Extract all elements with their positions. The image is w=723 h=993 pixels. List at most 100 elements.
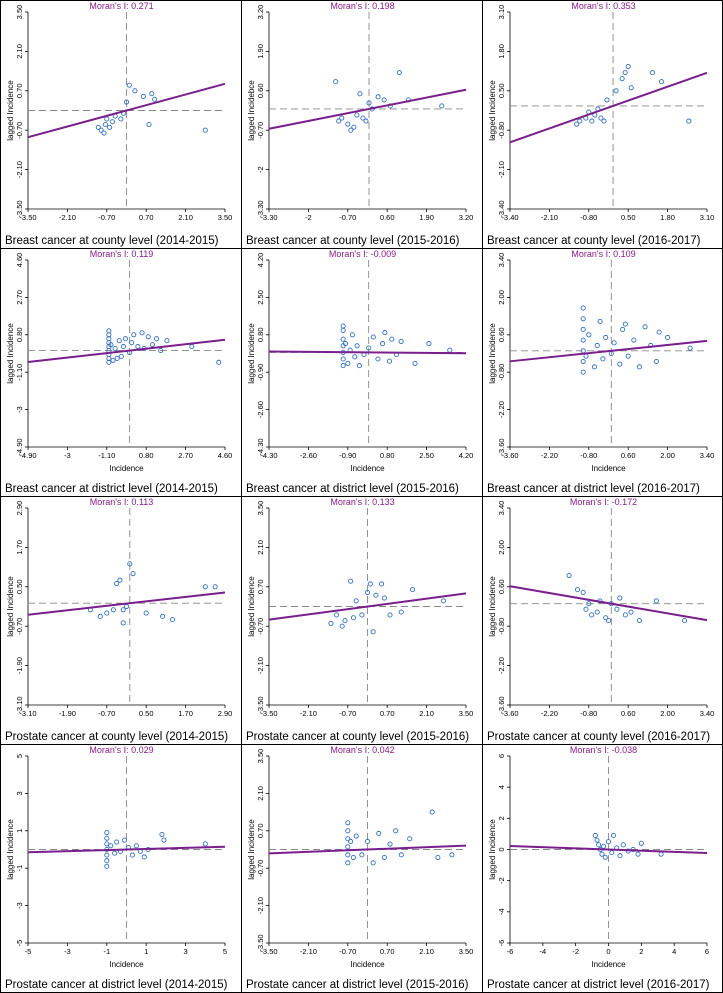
data-point [127, 561, 133, 567]
y-tick-label: 0.70 [256, 579, 265, 594]
morans-i-label: Moran's I: 0.198 [330, 1, 394, 11]
data-point [375, 356, 381, 362]
data-point [617, 853, 623, 859]
regression-line [268, 88, 467, 130]
y-tick-label: 1.90 [256, 44, 265, 59]
morans-i-label: Moran's I: 0.271 [89, 1, 153, 11]
data-point [126, 82, 132, 88]
x-tick-label: -3.10 [19, 709, 36, 718]
data-point [426, 341, 432, 347]
data-point [342, 618, 348, 624]
scatter-plot: Moran's I: 0.119 -4.90 -3 -1.10 0.80 2.70 4.60… [6, 249, 232, 473]
data-point [602, 854, 608, 860]
regression-line [268, 592, 467, 621]
data-point [622, 70, 628, 76]
data-point [409, 587, 416, 593]
y-axis-label: lagged Incidebce [247, 80, 256, 141]
x-tick-label: -3.60 [501, 709, 518, 718]
y-tick-label: 4 [497, 785, 506, 789]
y-tick-label: -2.60 [256, 401, 265, 418]
morans-i-label: Moran's I: -0.009 [329, 249, 396, 259]
x-tick-label: -2.60 [300, 451, 317, 460]
data-point [370, 860, 376, 866]
y-tick-label: 2.70 [15, 290, 24, 305]
x-tick-label: -2 [572, 947, 579, 956]
data-point [135, 344, 141, 350]
data-point [681, 618, 688, 624]
panel-caption: Breast cancer at district level (2015-20… [246, 483, 459, 495]
data-point [108, 843, 114, 849]
data-point [592, 832, 598, 839]
scatter-plot: Moran's I: 0.029 -5 -3 -1 1 3 5 5 3 1 -1 -3 -5 lagged… [6, 745, 227, 969]
x-tick-label: 4.20 [459, 451, 474, 460]
y-tick-label: -0.80 [497, 618, 506, 635]
x-tick-label: -4.30 [260, 451, 277, 460]
x-tick-label: -0.80 [580, 451, 597, 460]
data-point [594, 837, 600, 843]
y-tick-label: 6 [497, 754, 506, 758]
data-point [110, 357, 116, 363]
x-tick-label: -3.50 [260, 947, 277, 956]
y-axis-label: lagged Incidence [247, 576, 256, 637]
x-tick-label: 1.70 [178, 709, 193, 718]
x-tick-label: 3.40 [700, 451, 715, 460]
data-point [164, 338, 170, 344]
y-tick-label: -5 [15, 940, 24, 947]
x-tick-label: -4 [539, 947, 546, 956]
data-point [120, 607, 126, 613]
y-tick-label: 0.70 [15, 83, 24, 98]
chart-panel: Moran's I: 0.109 -3.60 -2.20 -0.80 0.60 2.00 3… [482, 248, 723, 497]
data-point [333, 612, 340, 618]
data-point [350, 615, 356, 621]
data-point [353, 833, 359, 839]
regression-line [27, 338, 226, 364]
data-point [604, 97, 610, 103]
x-tick-label: 0.60 [621, 451, 636, 460]
data-point [635, 851, 641, 857]
y-tick-label: -2.10 [15, 161, 24, 178]
y-tick-label: 2.10 [256, 786, 265, 801]
y-axis-label: lagged Incidence [488, 576, 497, 637]
x-tick-label: -3.40 [501, 213, 518, 222]
data-point [149, 91, 155, 97]
morans-i-label: Moran's I: -0.038 [570, 745, 637, 755]
morans-i-label: Moran's I: 0.353 [571, 1, 635, 11]
data-point [398, 338, 404, 344]
x-tick-label: 0.80 [380, 451, 395, 460]
x-tick-label: -3.50 [19, 213, 36, 222]
y-tick-label: -0.80 [497, 122, 506, 139]
data-point [393, 828, 399, 834]
y-tick-label: -3.60 [497, 696, 506, 713]
data-point [353, 598, 359, 604]
data-point [594, 342, 600, 349]
x-tick-label: -2 [305, 213, 312, 222]
panel-caption: Prostate cancer at district level (2016-… [487, 979, 710, 991]
data-point [350, 854, 356, 861]
y-tick-label: -4.90 [15, 438, 24, 455]
data-point [345, 828, 351, 834]
data-point [580, 316, 586, 322]
chart-panel: Moran's I: 0.119 -4.90 -3 -1.10 0.80 2.70 4.60… [0, 248, 242, 497]
data-point [149, 342, 155, 348]
data-point [339, 115, 345, 121]
data-point [566, 572, 572, 579]
data-point [389, 336, 395, 342]
x-tick-label: -3.60 [501, 451, 518, 460]
x-tick-label: 3.10 [700, 213, 715, 222]
morans-i-label: Moran's I: 0.113 [90, 497, 154, 507]
data-point [117, 577, 123, 583]
data-point [610, 832, 616, 839]
x-tick-label: 0.60 [621, 709, 636, 718]
y-tick-label: 2.00 [497, 290, 506, 305]
x-tick-label: 2.50 [419, 451, 434, 460]
x-tick-label: 1 [144, 947, 148, 956]
data-point [617, 595, 623, 601]
morans-i-label: Moran's I: -0.172 [570, 497, 637, 507]
data-point [345, 844, 351, 850]
panel-caption: Prostate cancer at county level (2016-20… [487, 731, 711, 743]
data-point [649, 70, 655, 76]
y-tick-label: 2.10 [15, 44, 24, 59]
data-point [104, 835, 110, 841]
y-tick-label: 0.80 [15, 327, 24, 342]
scatter-plot: Moran's I: 0.198 -3.30 -2 -0.70 0.60 1.90 3.20… [247, 1, 473, 222]
